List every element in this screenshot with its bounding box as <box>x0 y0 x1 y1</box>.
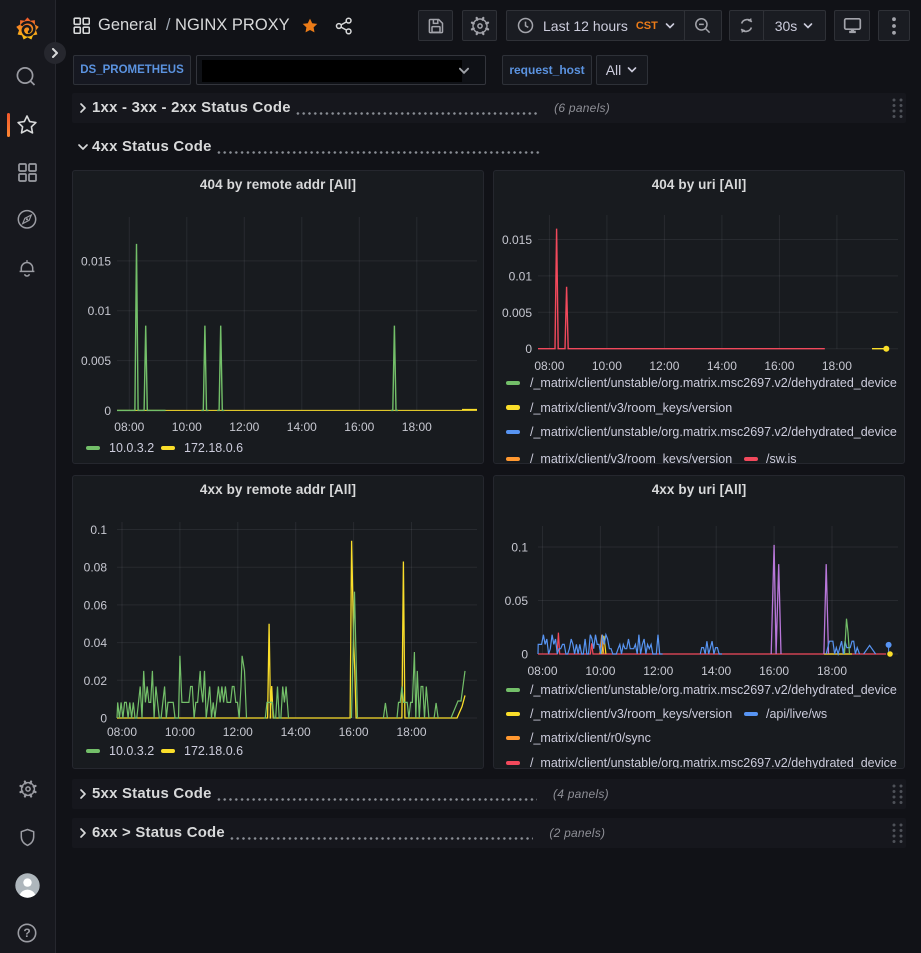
svg-text:0.01: 0.01 <box>88 304 112 318</box>
svg-text:08:00: 08:00 <box>527 664 557 678</box>
svg-text:10:00: 10:00 <box>592 359 622 373</box>
svg-text:14:00: 14:00 <box>701 664 731 678</box>
svg-text:08:00: 08:00 <box>114 420 144 434</box>
svg-text:08:00: 08:00 <box>534 359 564 373</box>
svg-text:0.015: 0.015 <box>81 254 111 268</box>
svg-text:18:00: 18:00 <box>396 725 426 739</box>
svg-text:18:00: 18:00 <box>402 420 432 434</box>
svg-text:0.02: 0.02 <box>84 674 108 688</box>
svg-text:0: 0 <box>104 404 111 418</box>
svg-text:0.05: 0.05 <box>505 594 529 608</box>
svg-text:0.1: 0.1 <box>90 523 107 537</box>
svg-text:10:00: 10:00 <box>172 420 202 434</box>
svg-text:18:00: 18:00 <box>822 359 852 373</box>
svg-text:0: 0 <box>525 342 532 356</box>
svg-text:10:00: 10:00 <box>585 664 615 678</box>
svg-text:0.005: 0.005 <box>81 354 111 368</box>
svg-text:16:00: 16:00 <box>339 725 369 739</box>
svg-text:0.005: 0.005 <box>502 306 532 320</box>
svg-text:0.06: 0.06 <box>84 598 108 612</box>
svg-text:0.08: 0.08 <box>84 561 108 575</box>
svg-text:12:00: 12:00 <box>643 664 673 678</box>
svg-text:12:00: 12:00 <box>223 725 253 739</box>
svg-text:0: 0 <box>100 712 107 726</box>
svg-text:0: 0 <box>521 648 528 662</box>
svg-text:0.015: 0.015 <box>502 233 532 247</box>
svg-text:08:00: 08:00 <box>107 725 137 739</box>
svg-text:16:00: 16:00 <box>344 420 374 434</box>
svg-text:10:00: 10:00 <box>165 725 195 739</box>
svg-text:16:00: 16:00 <box>764 359 794 373</box>
svg-text:0.1: 0.1 <box>511 541 528 555</box>
svg-text:?: ? <box>23 926 30 940</box>
svg-text:16:00: 16:00 <box>759 664 789 678</box>
svg-text:0.01: 0.01 <box>509 269 533 283</box>
svg-text:12:00: 12:00 <box>649 359 679 373</box>
svg-text:14:00: 14:00 <box>287 420 317 434</box>
svg-text:0.04: 0.04 <box>84 636 108 650</box>
svg-text:18:00: 18:00 <box>817 664 847 678</box>
svg-text:12:00: 12:00 <box>229 420 259 434</box>
svg-text:14:00: 14:00 <box>707 359 737 373</box>
svg-text:14:00: 14:00 <box>281 725 311 739</box>
